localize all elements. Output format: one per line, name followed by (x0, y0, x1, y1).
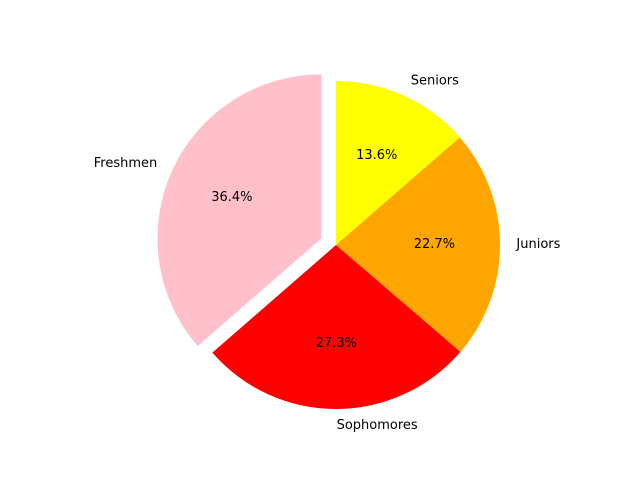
pie-value-label-seniors: 13.6% (356, 148, 397, 163)
pie-slice-sophomores (212, 245, 461, 410)
pie-category-label-freshmen: Freshmen (94, 156, 158, 171)
pie-value-label-sophomores: 27.3% (316, 336, 357, 351)
pie-labels: 36.4% Freshmen 27.3% Sophomores 22.7% Juniors… (94, 73, 561, 433)
pie-value-label-freshmen: 36.4% (211, 190, 252, 205)
pie-category-label-seniors: Seniors (411, 73, 459, 88)
pie-slice-freshmen (157, 74, 322, 347)
pie-category-label-juniors: Juniors (515, 237, 560, 252)
pie-category-label-sophomores: Sophomores (337, 418, 418, 433)
pie-value-label-juniors: 22.7% (414, 237, 455, 252)
pie-slice-juniors (336, 137, 501, 352)
pie-slices (157, 74, 501, 410)
pie-slice-seniors (336, 81, 460, 245)
